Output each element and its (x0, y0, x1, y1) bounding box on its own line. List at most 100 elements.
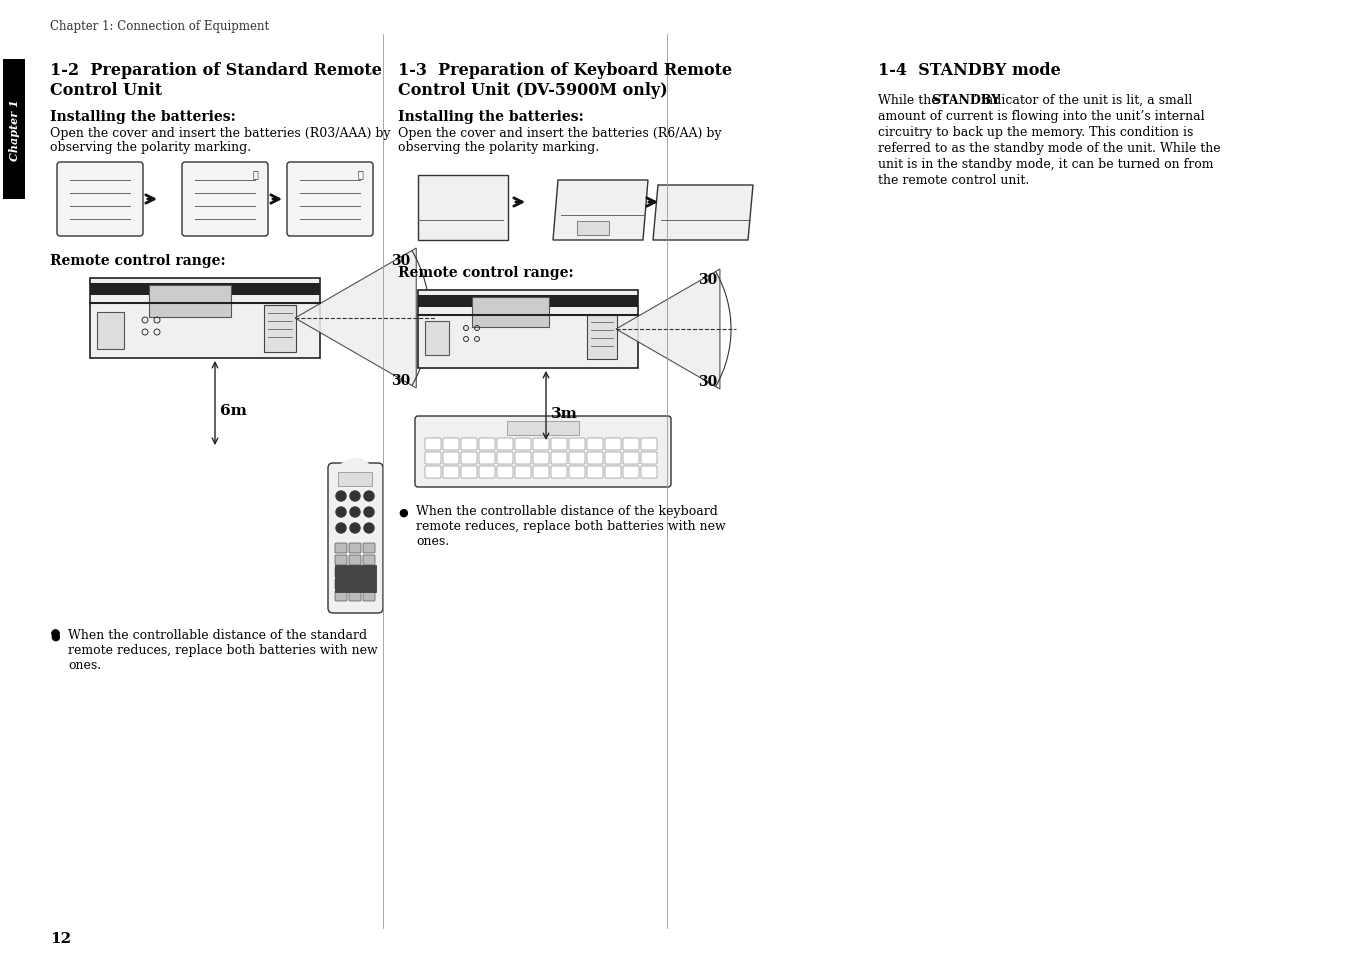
FancyBboxPatch shape (515, 438, 531, 451)
Text: observing the polarity marking.: observing the polarity marking. (50, 141, 251, 153)
Circle shape (336, 523, 346, 534)
FancyBboxPatch shape (569, 467, 585, 478)
Circle shape (363, 523, 374, 534)
Polygon shape (417, 175, 508, 241)
FancyBboxPatch shape (335, 543, 347, 554)
FancyBboxPatch shape (551, 438, 567, 451)
FancyBboxPatch shape (623, 438, 639, 451)
FancyBboxPatch shape (417, 291, 638, 369)
Text: 30: 30 (392, 253, 411, 268)
FancyBboxPatch shape (328, 463, 382, 614)
Text: unit is in the standby mode, it can be turned on from: unit is in the standby mode, it can be t… (878, 158, 1213, 171)
FancyBboxPatch shape (640, 438, 657, 451)
Text: Installing the batteries:: Installing the batteries: (50, 110, 236, 124)
FancyBboxPatch shape (443, 453, 459, 464)
Text: 1-2  Preparation of Standard Remote: 1-2 Preparation of Standard Remote (50, 62, 382, 79)
Text: Open the cover and insert the batteries (R6/AA) by: Open the cover and insert the batteries … (399, 127, 721, 140)
FancyBboxPatch shape (586, 453, 603, 464)
FancyBboxPatch shape (569, 438, 585, 451)
FancyBboxPatch shape (586, 438, 603, 451)
FancyBboxPatch shape (349, 592, 361, 601)
FancyBboxPatch shape (149, 286, 231, 317)
Text: 30: 30 (698, 273, 717, 287)
Text: ●: ● (50, 631, 59, 641)
Text: 30: 30 (698, 375, 717, 389)
FancyBboxPatch shape (426, 453, 440, 464)
Polygon shape (295, 249, 416, 389)
Text: When the controllable distance of the standard
remote reduces, replace both batt: When the controllable distance of the st… (68, 628, 378, 671)
FancyBboxPatch shape (497, 453, 513, 464)
FancyBboxPatch shape (426, 322, 449, 355)
FancyBboxPatch shape (335, 579, 347, 589)
Polygon shape (616, 270, 720, 390)
FancyBboxPatch shape (461, 453, 477, 464)
FancyBboxPatch shape (605, 438, 621, 451)
FancyBboxPatch shape (577, 222, 609, 235)
FancyBboxPatch shape (480, 467, 494, 478)
Circle shape (336, 492, 346, 501)
FancyBboxPatch shape (605, 453, 621, 464)
FancyBboxPatch shape (507, 421, 580, 436)
FancyBboxPatch shape (363, 579, 376, 589)
FancyBboxPatch shape (443, 438, 459, 451)
Text: STANDBY: STANDBY (931, 94, 1000, 107)
FancyBboxPatch shape (480, 438, 494, 451)
FancyBboxPatch shape (551, 453, 567, 464)
FancyBboxPatch shape (97, 313, 124, 350)
Text: circuitry to back up the memory. This condition is: circuitry to back up the memory. This co… (878, 126, 1193, 139)
FancyBboxPatch shape (569, 453, 585, 464)
Text: Installing the batteries:: Installing the batteries: (399, 110, 584, 124)
FancyBboxPatch shape (515, 453, 531, 464)
FancyBboxPatch shape (586, 467, 603, 478)
FancyBboxPatch shape (335, 567, 347, 578)
FancyBboxPatch shape (471, 297, 549, 328)
FancyBboxPatch shape (363, 556, 376, 565)
FancyBboxPatch shape (263, 306, 296, 353)
FancyBboxPatch shape (91, 278, 320, 358)
Text: amount of current is flowing into the unit’s internal: amount of current is flowing into the un… (878, 110, 1205, 123)
Text: 1-3  Preparation of Keyboard Remote: 1-3 Preparation of Keyboard Remote (399, 62, 732, 79)
Text: Chapter 1: Connection of Equipment: Chapter 1: Connection of Equipment (50, 20, 269, 33)
Circle shape (350, 492, 359, 501)
Text: 1-4  STANDBY mode: 1-4 STANDBY mode (878, 62, 1061, 79)
Text: ①: ① (358, 170, 363, 179)
FancyBboxPatch shape (497, 438, 513, 451)
Text: Open the cover and insert the batteries (R03/AAA) by: Open the cover and insert the batteries … (50, 127, 390, 140)
FancyBboxPatch shape (534, 438, 549, 451)
FancyBboxPatch shape (335, 592, 347, 601)
FancyBboxPatch shape (363, 543, 376, 554)
FancyBboxPatch shape (349, 556, 361, 565)
Text: Remote control range:: Remote control range: (399, 266, 574, 280)
FancyBboxPatch shape (349, 543, 361, 554)
Text: Control Unit (DV-5900M only): Control Unit (DV-5900M only) (399, 82, 667, 99)
Text: 12: 12 (50, 931, 72, 945)
Text: ” indicator of the unit is lit, a small: ” indicator of the unit is lit, a small (971, 94, 1193, 107)
Text: While the “: While the “ (878, 94, 948, 107)
Text: When the controllable distance of the keyboard
remote reduces, replace both batt: When the controllable distance of the ke… (416, 504, 725, 547)
FancyBboxPatch shape (91, 284, 320, 295)
Text: Control Unit: Control Unit (50, 82, 162, 99)
FancyBboxPatch shape (182, 163, 267, 236)
Text: the remote control unit.: the remote control unit. (878, 173, 1029, 187)
Text: Remote control range:: Remote control range: (50, 253, 226, 268)
Text: 6m: 6m (220, 403, 247, 417)
Text: 30: 30 (392, 374, 411, 388)
FancyBboxPatch shape (415, 416, 671, 488)
FancyBboxPatch shape (480, 453, 494, 464)
Circle shape (350, 523, 359, 534)
Circle shape (336, 507, 346, 517)
FancyBboxPatch shape (461, 438, 477, 451)
Polygon shape (653, 186, 753, 241)
FancyBboxPatch shape (363, 592, 376, 601)
FancyBboxPatch shape (534, 453, 549, 464)
FancyBboxPatch shape (461, 467, 477, 478)
FancyBboxPatch shape (426, 467, 440, 478)
FancyBboxPatch shape (534, 467, 549, 478)
FancyBboxPatch shape (497, 467, 513, 478)
Circle shape (335, 458, 376, 498)
Text: ➁: ➁ (253, 170, 259, 179)
FancyBboxPatch shape (640, 467, 657, 478)
Polygon shape (553, 181, 648, 241)
FancyBboxPatch shape (3, 60, 26, 200)
FancyBboxPatch shape (349, 579, 361, 589)
